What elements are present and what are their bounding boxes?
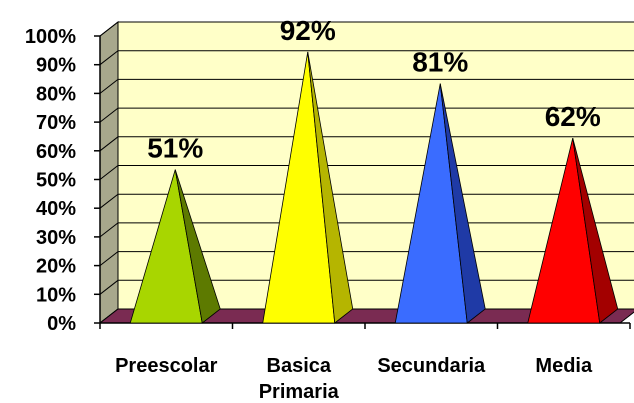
pyramid-side-face [572, 137, 619, 324]
pyramid-side-face [307, 51, 354, 324]
pyramid-side-face [174, 169, 221, 324]
gridline [99, 165, 634, 180]
gridline [99, 107, 634, 123]
y-tick-label: 20% [36, 256, 76, 278]
y-tick-label: 60% [36, 141, 76, 163]
y-tick-label: 30% [36, 227, 76, 249]
x-tick-label-line: Primaria [259, 381, 340, 403]
y-tick-label: 70% [36, 112, 76, 134]
gridline [99, 50, 634, 66]
gridline [99, 78, 634, 94]
data-label: 92% [280, 15, 336, 46]
x-tick-label-line: Media [535, 355, 593, 377]
pyramid-side-face [439, 83, 486, 324]
y-tick-labels: 0% 10% 20% 30% 40% 50% 60% 70% 80% 90% 100% [25, 26, 76, 335]
y-tick-label: 0% [47, 313, 76, 335]
data-label: 51% [147, 133, 203, 164]
pyramid-1 [129, 169, 221, 324]
gridline [99, 21, 634, 37]
x-tick-label: Preescolar [115, 355, 218, 377]
data-labels: 51% 92% 81% 62% [147, 15, 601, 164]
y-tick-label: 40% [36, 198, 76, 220]
y-tick-label: 90% [36, 55, 76, 77]
x-tick-label-line: Preescolar [115, 355, 218, 377]
bars [129, 51, 619, 324]
data-label: 81% [412, 47, 468, 78]
x-tick-label: Media [535, 355, 593, 377]
x-tick-label: Basica Primaria [259, 355, 340, 403]
pyramid-2 [262, 51, 354, 324]
pyramid-3 [394, 83, 486, 324]
y-tick-label: 50% [36, 170, 76, 192]
x-tick-label-line: Basica [267, 355, 332, 377]
y-tick-label: 10% [36, 284, 76, 306]
gridline [99, 193, 634, 209]
pyramid-4 [527, 137, 619, 324]
y-tick-label: 100% [25, 26, 76, 48]
gridline [99, 136, 634, 152]
x-tick-label-line: Secundaria [377, 355, 486, 377]
data-label: 62% [545, 101, 601, 132]
x-tick-label: Secundaria [377, 355, 486, 377]
x-tick-labels: Preescolar Basica Primaria Secundaria Media [115, 355, 593, 403]
y-tick-label: 80% [36, 83, 76, 105]
